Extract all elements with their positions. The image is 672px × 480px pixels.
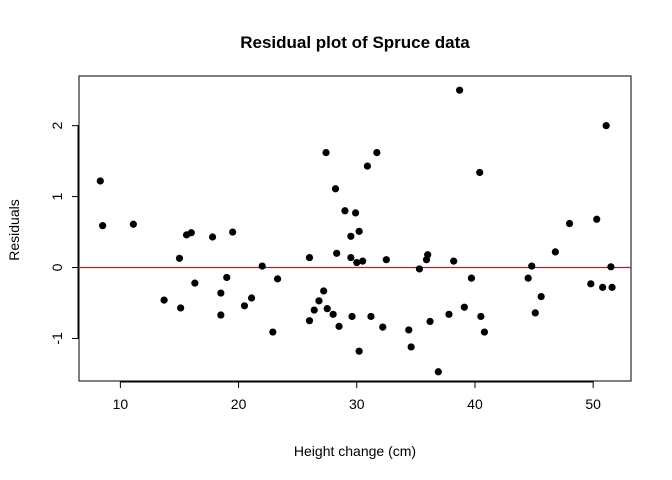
data-point (223, 273, 231, 282)
data-point (445, 310, 453, 318)
x-tick-label: 30 (349, 396, 365, 412)
data-point (608, 283, 616, 291)
data-point (335, 322, 343, 330)
data-point (607, 263, 615, 271)
data-point (175, 254, 184, 262)
data-point (551, 248, 559, 256)
chart-title: Residual plot of Spruce data (240, 33, 470, 52)
data-point (315, 297, 323, 305)
plot-frame (78, 75, 632, 382)
data-point (424, 251, 432, 259)
data-point (593, 215, 601, 223)
data-point (240, 302, 249, 310)
data-point (373, 149, 381, 157)
x-tick-label: 20 (231, 396, 247, 412)
data-point (367, 312, 375, 321)
data-point (329, 310, 337, 318)
x-axis-label: Height change (cm) (294, 443, 416, 459)
data-point (467, 274, 476, 282)
data-point (322, 149, 330, 157)
data-point (331, 185, 340, 193)
data-point (191, 279, 199, 287)
data-point (537, 292, 545, 301)
data-point (531, 309, 539, 317)
data-point (450, 257, 458, 265)
data-point (229, 228, 237, 236)
y-axis-label: Residuals (6, 199, 22, 260)
data-point (305, 253, 314, 262)
data-point (528, 262, 536, 270)
data-point (305, 317, 314, 325)
data-point (426, 317, 434, 326)
data-point (355, 227, 363, 235)
data-point (348, 312, 356, 321)
data-point (379, 323, 387, 331)
data-point (477, 312, 485, 321)
data-point (460, 303, 468, 311)
data-point (347, 232, 355, 240)
data-point (177, 304, 185, 312)
data-point (258, 262, 266, 270)
data-point (355, 347, 363, 355)
data-point (273, 275, 282, 283)
data-point (160, 296, 168, 304)
data-point (310, 306, 318, 314)
x-tick-label: 40 (467, 396, 483, 412)
data-point (269, 328, 277, 336)
data-point (217, 289, 225, 297)
data-point (217, 311, 225, 319)
data-point (333, 249, 341, 257)
data-point (599, 283, 607, 291)
x-axis: 10 20 30 40 50 (113, 381, 601, 412)
data-point (247, 294, 256, 302)
data-point (347, 253, 355, 262)
data-point (587, 280, 595, 288)
data-point (415, 265, 424, 273)
data-point (96, 177, 104, 185)
data-point (341, 207, 349, 215)
data-point (407, 343, 415, 351)
x-tick-label: 10 (113, 396, 129, 412)
y-axis: -1 0 1 2 (49, 122, 79, 345)
data-point (434, 368, 442, 376)
y-tick-label: 1 (49, 192, 65, 200)
data-point (405, 326, 413, 334)
data-point (524, 274, 532, 282)
data-point (359, 257, 367, 265)
y-tick-label: 0 (49, 263, 65, 271)
data-point (602, 122, 610, 130)
data-point (208, 233, 217, 241)
y-tick-label: 2 (49, 122, 65, 130)
data-point (382, 256, 390, 264)
plot-area (78, 75, 632, 382)
data-point (476, 168, 484, 177)
data-point (351, 209, 360, 217)
data-point (323, 305, 331, 313)
data-point (99, 222, 107, 230)
data-point (480, 328, 489, 336)
data-point (129, 220, 137, 228)
data-point (187, 229, 195, 237)
x-tick-label: 50 (585, 396, 601, 412)
y-tick-label: -1 (49, 332, 65, 345)
data-point (320, 287, 328, 295)
data-point (363, 162, 372, 170)
data-point (456, 86, 464, 94)
data-point (353, 258, 361, 267)
data-point (565, 219, 574, 228)
